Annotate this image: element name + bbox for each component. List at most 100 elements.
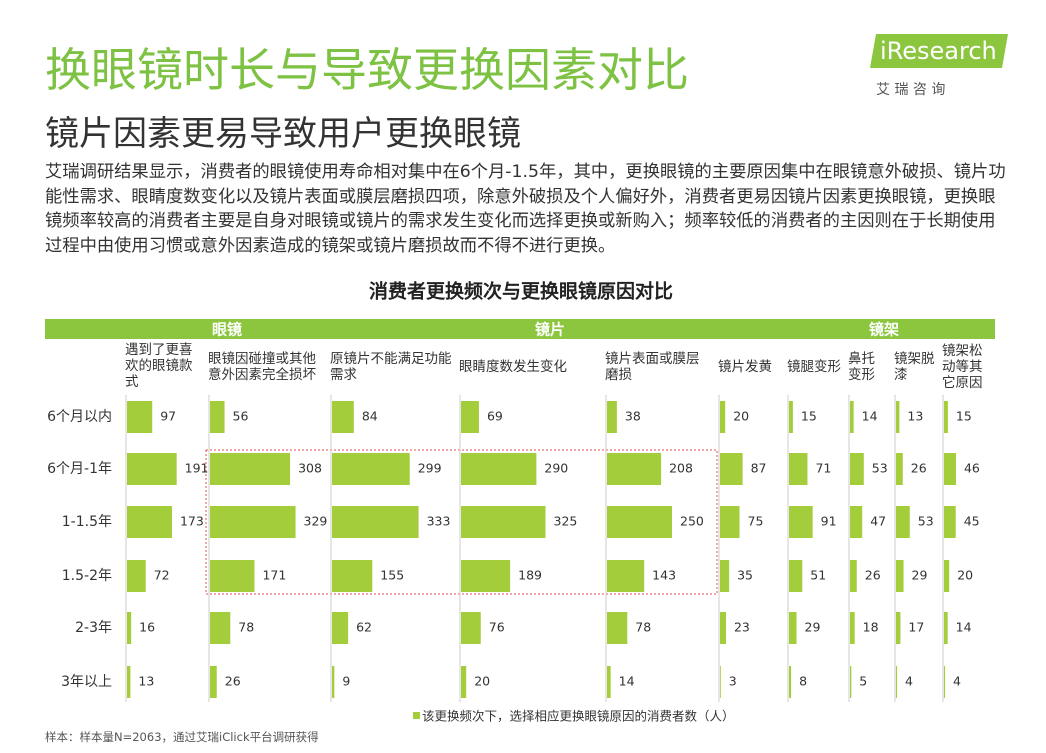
legend-swatch [413,712,420,719]
value-label: 17 [908,620,924,635]
value-label: 26 [225,674,241,689]
value-label: 20 [474,674,490,689]
value-label: 9 [342,674,350,689]
value-label: 333 [427,514,451,529]
bar [332,612,349,644]
bar [461,506,546,538]
bar [944,560,950,592]
value-label: 76 [489,620,505,635]
bar [896,612,901,644]
value-label: 45 [964,514,980,529]
bar [607,560,645,592]
value-label: 299 [418,461,442,476]
bar [720,612,726,644]
bar [789,612,797,644]
value-label: 71 [815,461,831,476]
value-label: 4 [905,674,913,689]
bar [720,560,730,592]
bar [127,453,177,485]
bar [896,401,900,433]
bar [127,506,172,538]
group-label: 镜架 [869,321,899,339]
value-label: 29 [805,620,821,635]
value-label: 13 [138,674,154,689]
bar [896,506,910,538]
bar [461,401,479,433]
bar [944,612,948,644]
value-label: 29 [912,568,928,583]
bar [720,453,743,485]
value-label: 23 [734,620,750,635]
value-label: 69 [487,409,503,424]
value-label: 97 [160,409,176,424]
row-label: 6个月以内 [47,409,112,425]
bar [607,453,662,485]
bar [332,560,373,592]
row-label: 3年以上 [61,674,112,690]
value-label: 91 [821,514,837,529]
bar [210,401,225,433]
bar [850,560,857,592]
value-label: 72 [154,568,170,583]
bar [332,401,354,433]
bar [896,560,904,592]
source: 样本：样本量N=2063，通过艾瑞iClick平台调研获得 [45,730,319,744]
value-label: 38 [625,409,641,424]
value-label: 84 [362,409,378,424]
bar [332,506,419,538]
group-label: 眼镜 [212,321,242,339]
value-label: 18 [863,620,879,635]
value-label: 62 [356,620,372,635]
bar [789,666,792,698]
group-label: 镜片 [535,321,565,339]
bar [127,401,153,433]
intro: 艾瑞调研结果显示，消费者的眼镜使用寿命相对集中在6个月-1.5年，其中，更换眼镜… [45,162,1006,256]
value-label: 16 [139,620,155,635]
value-label: 308 [298,461,322,476]
title: 换眼镜时长与导致更换因素对比 [45,43,689,97]
value-label: 155 [380,568,404,583]
value-label: 26 [865,568,881,583]
value-label: 46 [964,461,980,476]
bar [210,506,296,538]
bar [720,506,740,538]
value-label: 14 [862,409,878,424]
column-header: 镜架脱漆 [894,351,935,383]
bar [607,506,672,538]
bar [127,560,146,592]
bar [850,666,852,698]
bar [789,401,793,433]
value-label: 3 [729,674,737,689]
value-label: 15 [801,409,817,424]
row-label: 1-1.5年 [62,514,112,530]
column-header: 眼镜因碰撞或其他意外因素完全损坏 [208,351,316,383]
value-label: 208 [669,461,693,476]
value-label: 13 [907,409,923,424]
bar [944,666,946,698]
bar [944,453,956,485]
value-label: 329 [304,514,328,529]
value-label: 53 [918,514,934,529]
bar [850,453,864,485]
bar [720,401,726,433]
bar [896,666,898,698]
bar [850,401,854,433]
column-header: 镜片发黄 [718,359,772,375]
subtitle: 镜片因素更易导致用户更换眼镜 [45,114,521,154]
value-label: 78 [635,620,651,635]
value-label: 191 [185,461,209,476]
value-label: 173 [180,514,204,529]
legend-label: 该更换频次下，选择相应更换眼镜原因的消费者数（人） [422,709,735,724]
value-label: 8 [799,674,807,689]
bar [210,453,291,485]
value-label: 56 [233,409,249,424]
bar [896,453,903,485]
value-label: 47 [870,514,886,529]
value-label: 250 [680,514,704,529]
column-header: 原镜片不能满足功能需求 [330,351,452,383]
group-band [45,319,995,339]
value-label: 35 [737,568,753,583]
bar [127,612,132,644]
